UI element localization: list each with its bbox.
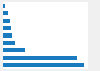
Bar [3,19,10,23]
Bar [3,33,12,38]
Bar [3,41,16,45]
Bar [3,63,84,67]
Bar [3,48,25,52]
Bar [3,56,77,60]
Bar [3,26,11,30]
Bar [3,4,5,8]
Bar [3,11,8,15]
